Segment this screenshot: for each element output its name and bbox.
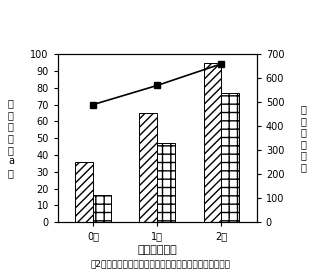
- Bar: [221, 93, 239, 222]
- Bar: [204, 63, 221, 222]
- X-axis label: 臨時雇用人数: 臨時雇用人数: [137, 246, 177, 255]
- Y-axis label: 作
付
面
積
（
a
）: 作 付 面 積 （ a ）: [8, 98, 14, 178]
- Bar: [75, 162, 93, 222]
- Bar: [157, 143, 175, 222]
- Text: 図2　臨時雇用導入と青果用ダイコン作付面積および所得: 図2 臨時雇用導入と青果用ダイコン作付面積および所得: [91, 259, 230, 268]
- Bar: [93, 195, 111, 222]
- Y-axis label: 所
得
（
万
円
）: 所 得 （ 万 円 ）: [301, 104, 307, 172]
- Bar: [139, 113, 157, 222]
